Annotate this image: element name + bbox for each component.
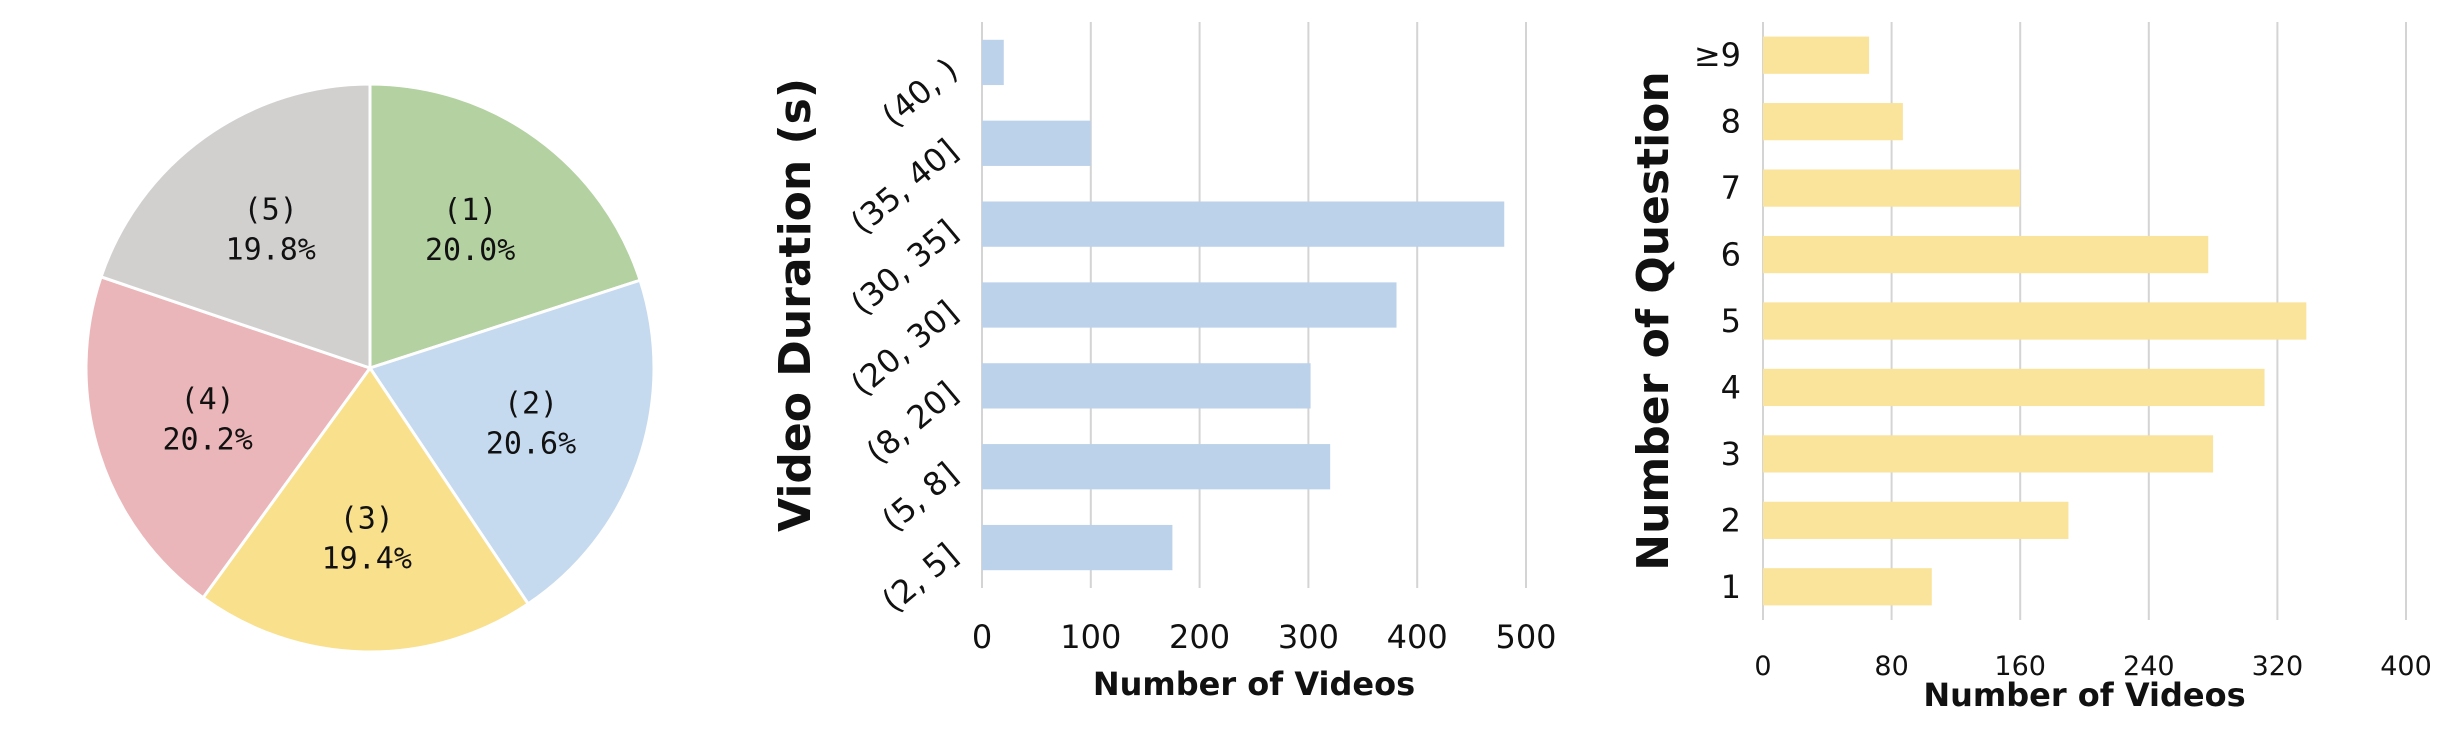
- y-category-label: 1: [1721, 568, 1741, 606]
- pie-chart: (1) 20.0% (2) 20.6% (3) 19.4% (4) 20.2% (5) 19.8%: [84, 82, 656, 654]
- bar: [982, 282, 1397, 328]
- y-category-label: (2, 5]: [875, 535, 965, 619]
- bar: [982, 444, 1331, 490]
- pie-slice: [99, 82, 372, 371]
- x-tick-label: 320: [2252, 651, 2304, 682]
- pie-slice: [368, 82, 642, 371]
- x-tick-label: 400: [2380, 651, 2432, 682]
- pie-slice: [367, 278, 656, 606]
- duration-bar-chart: 0 100 200 300 400 500(2, 5](5, 8](8, 20](20, …: [770, 22, 1557, 703]
- y-category-label: 6: [1721, 236, 1741, 274]
- x-tick-label: 200: [1169, 618, 1230, 656]
- pie-slice-label: (1): [443, 193, 497, 228]
- x-tick-label: 100: [1060, 618, 1121, 656]
- pie-slice-label: (3): [340, 501, 394, 536]
- bar: [1763, 169, 2021, 207]
- bar: [1763, 36, 1870, 74]
- bar: [982, 524, 1173, 571]
- pie-slice-label: (5): [244, 193, 298, 228]
- x-axis-title: Number of Videos: [1923, 676, 2245, 714]
- y-axis-title: Number of Question: [1628, 71, 1679, 570]
- y-category-label: (40, ): [875, 50, 965, 134]
- y-category-label: 5: [1721, 302, 1741, 340]
- x-tick-label: 400: [1387, 618, 1448, 656]
- y-axis-title: Video Duration (s): [770, 78, 821, 532]
- x-tick-label: 240: [2123, 651, 2175, 682]
- x-tick-label: 500: [1495, 618, 1556, 656]
- y-category-label: 2: [1721, 501, 1741, 539]
- pie-slice-value-label: 20.6%: [486, 427, 576, 462]
- x-tick-label: 0: [972, 618, 992, 656]
- pie-slice-label: (2): [504, 387, 558, 422]
- y-category-label: 8: [1721, 103, 1741, 141]
- y-category-label: 4: [1721, 368, 1741, 406]
- bar: [1763, 501, 2069, 539]
- pie-slice-value-label: 19.4%: [322, 541, 412, 576]
- x-tick-label: 160: [1994, 651, 2046, 682]
- bar: [1763, 235, 2209, 274]
- bar: [1763, 103, 1903, 141]
- question-bar-chart: 0 80 160 240 320 400 1 2 3 4 5 6 7 8 ≥9 Number of Video…: [1628, 22, 2432, 714]
- x-tick-label: 0: [1754, 651, 1771, 682]
- y-category-label: ≥9: [1694, 36, 1741, 74]
- pie-slice-value-label: 20.0%: [425, 233, 515, 268]
- bar: [982, 201, 1505, 247]
- bar: [1763, 368, 2265, 407]
- x-axis-title: Number of Videos: [1093, 665, 1415, 703]
- bar: [1763, 302, 2307, 340]
- pie-slice-value-label: 20.2%: [162, 423, 252, 458]
- y-category-label: 7: [1721, 169, 1741, 207]
- pie-slice-label: (4): [181, 383, 235, 418]
- pie-slice: [200, 365, 531, 654]
- pie-slice: [84, 274, 373, 600]
- bar: [982, 363, 1311, 409]
- x-tick-label: 80: [1874, 651, 1908, 682]
- y-category-label: 3: [1721, 435, 1741, 473]
- bar: [1763, 568, 1932, 606]
- bar: [1763, 435, 2214, 473]
- x-tick-label: 300: [1278, 618, 1339, 656]
- pie-slice-value-label: 19.8%: [226, 233, 316, 268]
- bar: [982, 120, 1091, 166]
- bar: [982, 39, 1004, 86]
